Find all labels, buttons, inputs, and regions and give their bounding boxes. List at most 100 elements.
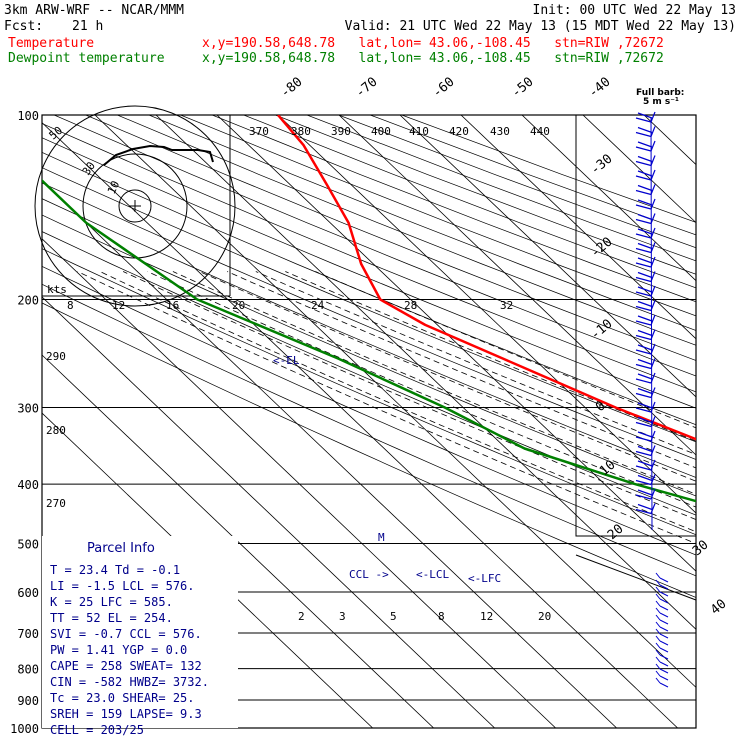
wind-barb-flag bbox=[655, 663, 661, 670]
theta-label: 390 bbox=[331, 125, 351, 138]
wind-barb-flag bbox=[635, 146, 652, 152]
wind-barb bbox=[659, 591, 669, 597]
wind-barb-flag bbox=[655, 649, 661, 656]
dewpoint-location: x,y=190.58,648.78 lat,lon= 43.06,-108.45… bbox=[202, 51, 664, 66]
wind-barb-flag bbox=[635, 334, 652, 341]
theta-label: 290 bbox=[46, 350, 66, 363]
forecast-hour: 21 h bbox=[72, 19, 104, 34]
parcel-info-row: Tc = 23.0 SHEAR= 25. bbox=[50, 691, 195, 705]
wind-barb-flag bbox=[635, 494, 652, 500]
m-marker: M bbox=[378, 531, 385, 544]
theta-label: 420 bbox=[449, 125, 469, 138]
side-frame bbox=[575, 115, 696, 537]
temperature-legend: Temperature bbox=[8, 36, 95, 51]
speed-axis-label: 32 bbox=[500, 299, 513, 312]
wind-barb-flag bbox=[655, 586, 661, 593]
theta-label: 370 bbox=[249, 125, 269, 138]
isotherm-tick-label: 10 bbox=[597, 458, 619, 480]
wind-barb-flag bbox=[655, 600, 661, 607]
pressure-tick-label: 400 bbox=[17, 478, 39, 492]
hodograph-ring bbox=[34, 105, 236, 307]
wind-barb-flag bbox=[635, 131, 652, 138]
theta-label: 410 bbox=[409, 125, 429, 138]
parcel-info-row: T = 23.4 Td = -0.1 bbox=[50, 563, 180, 577]
wind-barb-flag bbox=[635, 160, 652, 167]
wind-barb-flag bbox=[635, 407, 652, 413]
wind-barb-flag bbox=[637, 402, 653, 409]
wind-barb-flag bbox=[637, 358, 653, 366]
mixing-ratio-label: 12 bbox=[480, 610, 493, 623]
isotherm-tick-label: -30 bbox=[588, 151, 616, 178]
sounding-profiles bbox=[42, 115, 696, 503]
wind-barb bbox=[659, 633, 669, 639]
dry-adiabat bbox=[42, 283, 696, 577]
wind-barb-flag bbox=[655, 628, 661, 635]
wind-barb bbox=[659, 612, 669, 618]
dry-adiabat bbox=[243, 115, 696, 289]
dry-adiabat bbox=[42, 214, 696, 497]
wind-barb-flag bbox=[635, 262, 652, 268]
dry-adiabat bbox=[42, 167, 696, 443]
wind-barb-flag bbox=[635, 305, 652, 312]
speed-axis-label: 8 bbox=[67, 299, 74, 312]
dry-adiabat bbox=[42, 302, 696, 598]
parcel-info-row: SREH = 159 LAPSE= 9.3 bbox=[50, 707, 202, 721]
wind-barb bbox=[659, 626, 669, 632]
isotherm-line bbox=[94, 115, 696, 688]
wind-barbs bbox=[635, 111, 669, 688]
parcel-info-row: TT = 52 EL = 254. bbox=[50, 611, 173, 625]
wind-barb-flag bbox=[637, 286, 653, 293]
wind-barb bbox=[650, 111, 656, 123]
isotherm-line bbox=[42, 354, 434, 728]
plot-border bbox=[41, 114, 697, 729]
valid-time: Valid: 21 UTC Wed 22 May 13 (15 MDT Wed … bbox=[344, 19, 736, 34]
wind-barb bbox=[659, 584, 669, 590]
isotherm-tick-label: -80 bbox=[278, 74, 306, 101]
isotherm-line bbox=[42, 412, 373, 728]
wind-barb-flag bbox=[635, 392, 652, 399]
el-marker: <-EL bbox=[273, 354, 300, 367]
pressure-tick-label: 100 bbox=[17, 109, 39, 123]
parcel-info-row: K = 25 LFC = 585. bbox=[50, 595, 173, 609]
dry-adiabat bbox=[275, 115, 696, 275]
dry-adiabat bbox=[54, 115, 696, 377]
barb-legend-unit: 5 m s⁻¹ bbox=[643, 97, 679, 107]
wind-barb-flag bbox=[637, 315, 653, 322]
isotherm-line bbox=[42, 238, 556, 728]
isotherm-line bbox=[643, 115, 696, 166]
dewpoint-legend: Dewpoint temperature bbox=[8, 51, 165, 66]
isotherm-line bbox=[42, 296, 495, 728]
wind-barb-flag bbox=[637, 257, 653, 264]
wind-barb-flag bbox=[635, 465, 652, 471]
dry-adiabat bbox=[85, 115, 696, 361]
wind-barb-flag bbox=[637, 416, 653, 424]
dry-adiabat bbox=[42, 152, 696, 426]
wind-barb-flag bbox=[637, 228, 653, 235]
parcel-info-row: CELL = 203/25 bbox=[50, 723, 144, 737]
pressure-tick-label: 500 bbox=[17, 537, 39, 551]
moist-adiabat bbox=[172, 271, 696, 495]
wind-barb-flag bbox=[637, 141, 653, 148]
wind-barb-flag bbox=[637, 445, 653, 453]
mixing-ratio-label: 2 bbox=[298, 610, 305, 623]
wind-barb-flag bbox=[635, 117, 652, 123]
lcl-marker: <-LCL bbox=[416, 568, 449, 581]
pressure-tick-label: 700 bbox=[17, 627, 39, 641]
pressure-tick-label: 600 bbox=[17, 586, 39, 600]
wind-barb bbox=[659, 619, 669, 625]
side-frame bbox=[575, 554, 697, 728]
moist-adiabat bbox=[255, 271, 696, 455]
wind-barb-flag bbox=[637, 387, 653, 395]
wind-barb-flag bbox=[637, 431, 653, 438]
isotherm-line bbox=[42, 122, 678, 728]
theta-label: 380 bbox=[291, 125, 311, 138]
wind-barb-flag bbox=[637, 373, 653, 380]
hodograph-units: kts bbox=[47, 283, 67, 296]
temperature-location: x,y=190.58,648.78 lat,lon= 43.06,-108.45… bbox=[202, 36, 664, 51]
wind-barb-flag bbox=[635, 363, 652, 370]
lfc-marker: <-LFC bbox=[468, 572, 501, 585]
isotherm-tick-label: 40 bbox=[708, 597, 730, 619]
speed-axis-label: 16 bbox=[166, 299, 179, 312]
wind-barb bbox=[659, 598, 669, 604]
